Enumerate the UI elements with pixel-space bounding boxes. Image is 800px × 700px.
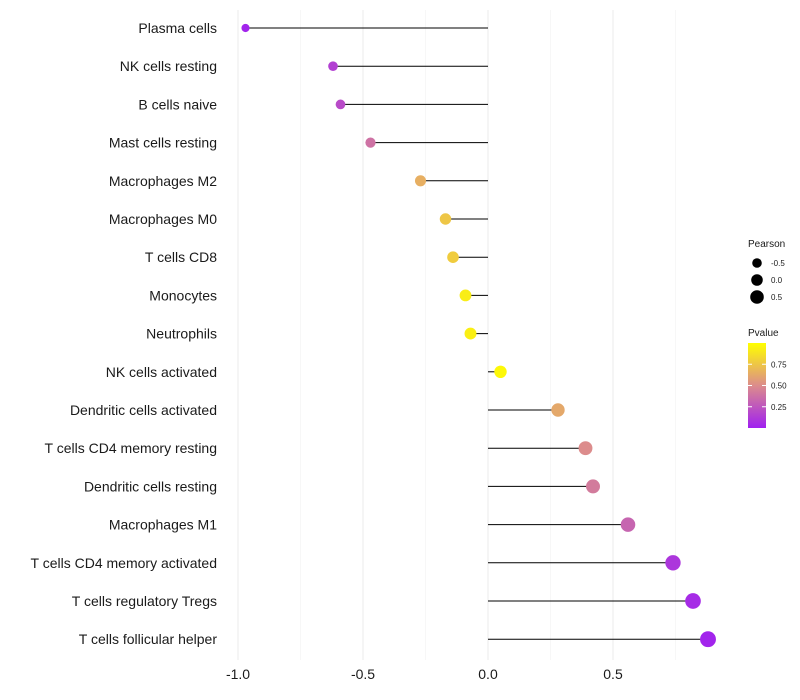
category-label-7: Monocytes: [149, 287, 217, 303]
point-11: [578, 441, 593, 456]
point-0: [241, 23, 250, 33]
category-label-12: Dendritic cells resting: [84, 478, 217, 494]
x-tick-label-3: 0.5: [603, 666, 623, 682]
category-label-8: Neutrophils: [146, 326, 217, 342]
category-label-13: Macrophages M1: [109, 517, 217, 533]
point-16: [700, 631, 716, 648]
category-label-11: T cells CD4 memory resting: [45, 440, 217, 456]
category-label-14: T cells CD4 memory activated: [31, 555, 217, 571]
point-2: [335, 99, 346, 110]
category-label-9: NK cells activated: [106, 364, 217, 380]
point-14: [665, 555, 681, 571]
legend-color-tick-label-1: 0.50: [771, 382, 787, 391]
legend-color-ticks: 0.25 0.50 0.75: [748, 360, 787, 412]
legend-size-label-2: 0.5: [771, 293, 783, 302]
point-7: [459, 289, 472, 302]
x-tick-layer: -1.0 -0.5 0.0 0.5: [226, 666, 623, 682]
category-label-3: Mast cells resting: [109, 135, 217, 151]
category-label-4: Macrophages M2: [109, 173, 217, 189]
category-label-2: B cells naive: [138, 96, 217, 112]
legend-colorbar: [748, 343, 766, 428]
point-9: [494, 365, 507, 379]
legend-size-dot-2: [750, 290, 764, 304]
point-layer: [241, 23, 716, 648]
category-label-10: Dendritic cells activated: [70, 402, 217, 418]
legend: Pearson -0.5 0.0 0.5 Pvalue 0.25 0.50 0.75: [748, 239, 787, 428]
point-13: [620, 517, 636, 532]
point-15: [685, 593, 701, 609]
legend-size-label-0: -0.5: [771, 259, 785, 268]
x-tick-label-0: -1.0: [226, 666, 250, 682]
legend-size-items: -0.5 0.0 0.5: [750, 258, 785, 304]
category-label-16: T cells follicular helper: [79, 631, 218, 647]
category-label-0: Plasma cells: [138, 20, 217, 36]
x-tick-label-2: 0.0: [478, 666, 498, 682]
x-tick-label-1: -0.5: [351, 666, 375, 682]
category-label-1: NK cells resting: [120, 58, 217, 74]
point-10: [551, 403, 565, 417]
point-1: [328, 61, 338, 71]
point-12: [586, 479, 600, 494]
stem-layer: [245, 27, 708, 640]
point-8: [464, 327, 477, 340]
category-label-layer: Plasma cells NK cells resting B cells naiv…: [31, 20, 218, 647]
legend-color-tick-label-0: 0.25: [771, 403, 787, 412]
category-label-5: Macrophages M0: [109, 211, 217, 227]
legend-size-dot-1: [751, 274, 763, 286]
point-4: [414, 175, 427, 187]
category-label-6: T cells CD8: [145, 249, 217, 265]
legend-color-tick-label-2: 0.75: [771, 360, 787, 369]
point-3: [365, 137, 376, 148]
point-5: [439, 213, 452, 225]
grid-layer: [237, 10, 676, 660]
legend-size-label-1: 0.0: [771, 276, 783, 285]
legend-color-title: Pvalue: [748, 328, 779, 339]
legend-size-dot-0: [752, 258, 762, 268]
point-6: [447, 251, 459, 264]
legend-size-title: Pearson: [748, 239, 785, 250]
category-label-15: T cells regulatory Tregs: [72, 593, 217, 609]
